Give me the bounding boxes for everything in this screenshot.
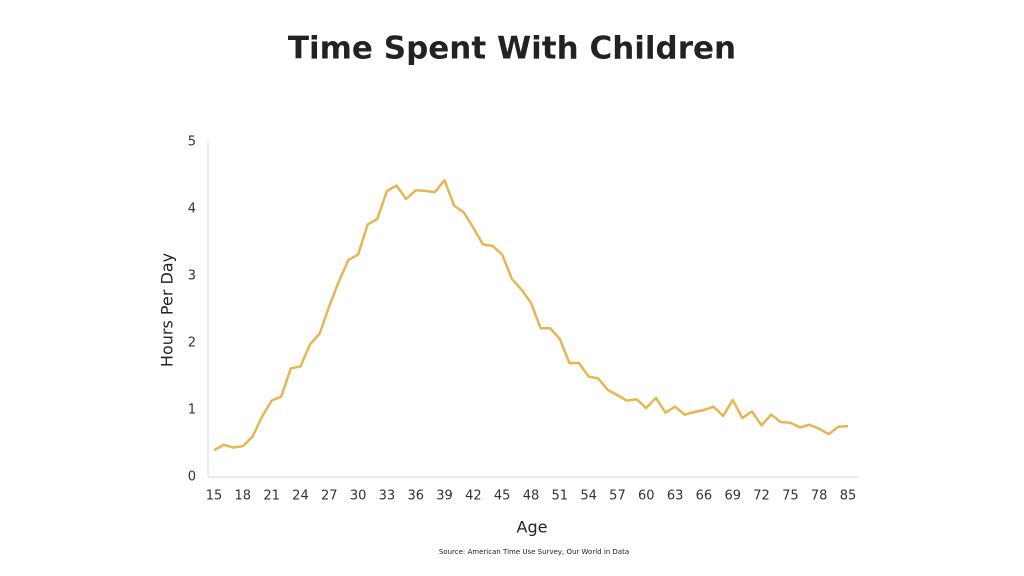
- x-axis-label: Age: [517, 518, 548, 537]
- x-tick-label: 30: [350, 489, 367, 504]
- y-tick-label: 5: [188, 135, 196, 150]
- x-tick-label: 42: [465, 489, 482, 504]
- x-tick-label: 27: [321, 489, 338, 504]
- x-tick-label: 15: [206, 489, 223, 504]
- x-tick-label: 78: [811, 489, 828, 504]
- x-tick-label: 66: [696, 489, 713, 504]
- x-tick-label: 69: [724, 489, 741, 504]
- x-tick-label: 85: [840, 489, 857, 504]
- y-axis-label: Hours Per Day: [158, 253, 177, 367]
- x-tick-label: 33: [379, 489, 396, 504]
- x-tick-label: 60: [638, 489, 655, 504]
- x-tick-label: 24: [292, 489, 309, 504]
- y-tick-label: 4: [188, 202, 196, 217]
- x-tick-label: 63: [667, 489, 684, 504]
- x-tick-label: 72: [753, 489, 770, 504]
- y-tick-label: 3: [188, 269, 196, 284]
- y-tick-label: 1: [188, 403, 196, 418]
- data-line: [213, 178, 849, 452]
- chart-title: Time Spent With Children: [288, 31, 736, 67]
- y-tick-label: 0: [188, 470, 196, 485]
- x-tick-label: 45: [494, 489, 511, 504]
- x-tick-label: 36: [407, 489, 424, 504]
- x-tick-label: 18: [235, 489, 252, 504]
- x-tick-label: 39: [436, 489, 453, 504]
- y-tick-label: 2: [188, 336, 196, 351]
- x-tick-label: 57: [609, 489, 626, 504]
- x-tick-label: 54: [580, 489, 597, 504]
- source-note: Source: American Time Use Survey, Our Wo…: [439, 548, 629, 556]
- x-tick-label: 48: [523, 489, 540, 504]
- x-tick-label: 51: [552, 489, 569, 504]
- x-tick-label: 75: [782, 489, 799, 504]
- x-tick-label: 21: [263, 489, 280, 504]
